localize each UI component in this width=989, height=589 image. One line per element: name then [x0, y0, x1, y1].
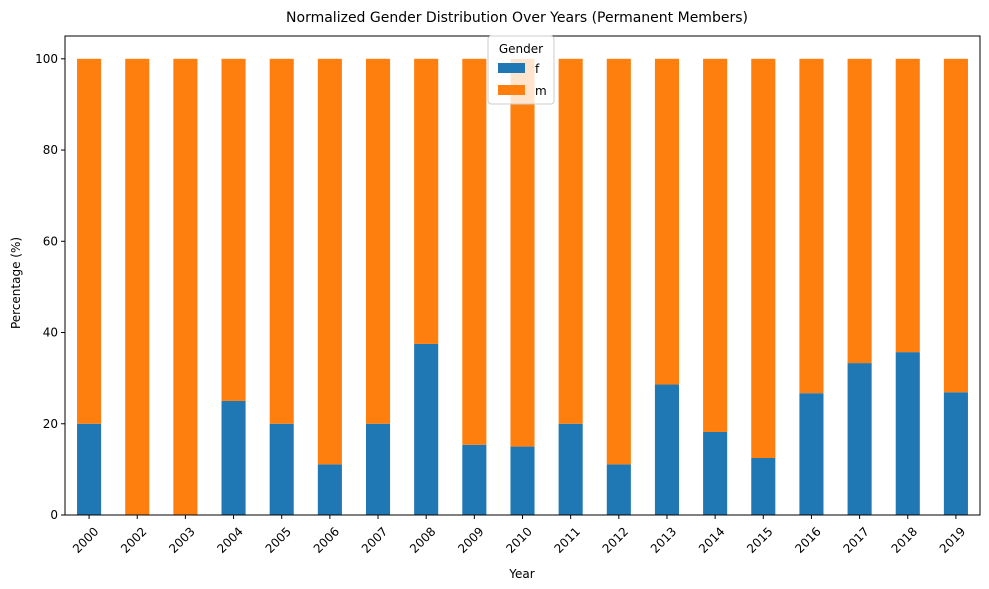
bar-m-2014	[703, 58, 728, 432]
chart-title: Normalized Gender Distribution Over Year…	[286, 10, 748, 26]
bar-m-2009	[462, 58, 487, 445]
x-tick-label-2013: 2013	[648, 524, 679, 555]
x-tick-label-2019: 2019	[937, 524, 968, 555]
x-tick-label-2004: 2004	[214, 524, 245, 555]
legend-label-f: f	[535, 62, 540, 76]
x-tick-label-2012: 2012	[600, 524, 631, 555]
legend-title: Gender	[499, 42, 543, 56]
x-tick-label-2003: 2003	[166, 524, 197, 555]
bar-m-2010	[510, 58, 535, 447]
bar-f-2004	[221, 400, 246, 515]
bar-f-2008	[414, 343, 439, 515]
bar-f-2012	[606, 464, 631, 515]
bar-f-2006	[317, 464, 342, 515]
bar-f-2005	[269, 423, 294, 515]
y-tick-label-40: 40	[43, 326, 58, 340]
x-tick-label-2006: 2006	[311, 524, 342, 555]
x-axis-label: Year	[508, 567, 534, 581]
x-tick-label-2011: 2011	[552, 524, 583, 555]
y-tick-label-100: 100	[35, 52, 58, 66]
y-tick-label-20: 20	[43, 417, 58, 431]
plot-area: 2000 2002 2003 2004 2005 2006 2007 2008 2009 2010…	[35, 35, 981, 556]
x-tick-label-2002: 2002	[118, 524, 149, 555]
y-tick-label-60: 60	[43, 234, 58, 248]
bar-m-2015	[751, 58, 776, 458]
x-tick-label-2016: 2016	[792, 524, 823, 555]
x-tick-label-2017: 2017	[840, 524, 871, 555]
bar-f-2010	[510, 446, 535, 515]
x-tick-label-2018: 2018	[889, 524, 920, 555]
y-axis-label: Percentage (%)	[9, 237, 23, 329]
bar-m-2012	[606, 58, 631, 465]
x-tick-label-2014: 2014	[696, 524, 727, 555]
x-tick-label-2007: 2007	[359, 524, 390, 555]
bar-m-2016	[799, 58, 824, 394]
bar-m-2018	[895, 58, 920, 353]
bar-m-2008	[414, 58, 439, 344]
bar-f-2013	[654, 384, 680, 515]
x-tick-label-2015: 2015	[744, 524, 775, 555]
bar-m-2013	[654, 58, 680, 385]
y-tick-label-0: 0	[50, 508, 58, 522]
bar-m-2002	[125, 58, 150, 516]
bar-m-2011	[558, 58, 583, 424]
bar-m-2007	[365, 58, 391, 424]
bar-f-2014	[703, 431, 728, 515]
bar-f-2000	[77, 423, 102, 515]
legend-label-m: m	[535, 84, 547, 98]
bar-m-2017	[847, 58, 872, 364]
bar-m-2019	[943, 58, 968, 393]
bar-f-2007	[365, 423, 391, 515]
bar-f-2016	[799, 393, 824, 515]
y-tick-label-80: 80	[43, 143, 58, 157]
legend: Gender fm	[487, 35, 555, 105]
bar-f-2009	[462, 444, 487, 515]
bar-m-2005	[269, 58, 294, 424]
bar-m-2003	[173, 58, 198, 516]
x-tick-label-2010: 2010	[503, 524, 534, 555]
x-tick-label-2008: 2008	[407, 524, 438, 555]
x-tick-label-2009: 2009	[455, 524, 486, 555]
bar-m-2004	[221, 58, 246, 401]
bar-f-2015	[751, 457, 776, 515]
legend-swatch-m	[498, 85, 525, 95]
x-tick-label-2000: 2000	[70, 524, 101, 555]
bar-f-2018	[895, 352, 920, 515]
bar-f-2017	[847, 363, 872, 515]
bar-m-2000	[77, 58, 102, 424]
bar-f-2011	[558, 423, 583, 515]
x-tick-label-2005: 2005	[263, 524, 294, 555]
bar-m-2006	[317, 58, 342, 465]
bar-f-2019	[943, 392, 968, 515]
legend-swatch-f	[498, 63, 525, 73]
